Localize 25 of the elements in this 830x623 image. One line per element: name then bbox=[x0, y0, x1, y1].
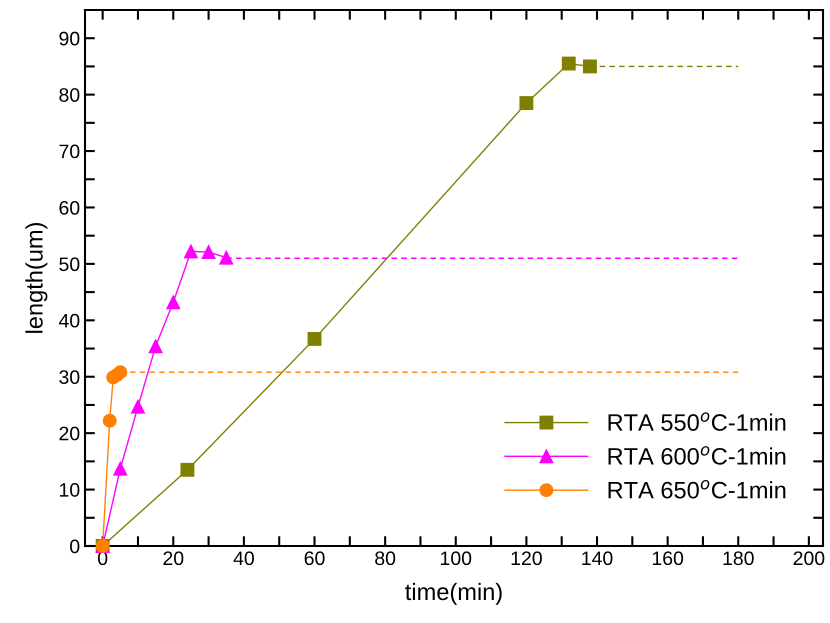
y-tick-label: 20 bbox=[59, 426, 80, 440]
x-tick-label: 140 bbox=[582, 551, 612, 566]
legend-label: RTA 550$^{o}$C-1min bbox=[608, 412, 786, 431]
y-tick-label: 30 bbox=[59, 370, 80, 384]
y-tick-label: 80 bbox=[59, 88, 80, 102]
y-tick-label: 10 bbox=[60, 483, 80, 497]
y-tick-label: 40 bbox=[58, 314, 80, 328]
x-tick-label: 200 bbox=[794, 551, 824, 566]
y-tick-label: 0 bbox=[70, 539, 80, 554]
x-tick-label: 80 bbox=[375, 551, 396, 566]
x-tick-label: 180 bbox=[724, 551, 754, 566]
x-tick-label: 120 bbox=[512, 551, 542, 566]
y-tick-label: 60 bbox=[60, 200, 80, 215]
x-tick-label: 160 bbox=[652, 551, 684, 566]
legend-label: RTA 650$^{o}$C-1min bbox=[608, 480, 786, 499]
y-tick-label: 70 bbox=[60, 144, 80, 158]
legend-label: RTA 600$^{o}$C-1min bbox=[608, 446, 786, 465]
x-tick-label: 20 bbox=[163, 551, 184, 566]
x-tick-label: 40 bbox=[234, 551, 254, 566]
x-axis-title: time(min) bbox=[405, 582, 502, 605]
y-tick-label: 90 bbox=[59, 32, 80, 46]
x-tick-label: 100 bbox=[441, 551, 472, 566]
x-tick-label: 60 bbox=[304, 551, 325, 566]
y-axis-title: length(um) bbox=[25, 223, 48, 333]
y-tick-label: 50 bbox=[59, 257, 80, 272]
